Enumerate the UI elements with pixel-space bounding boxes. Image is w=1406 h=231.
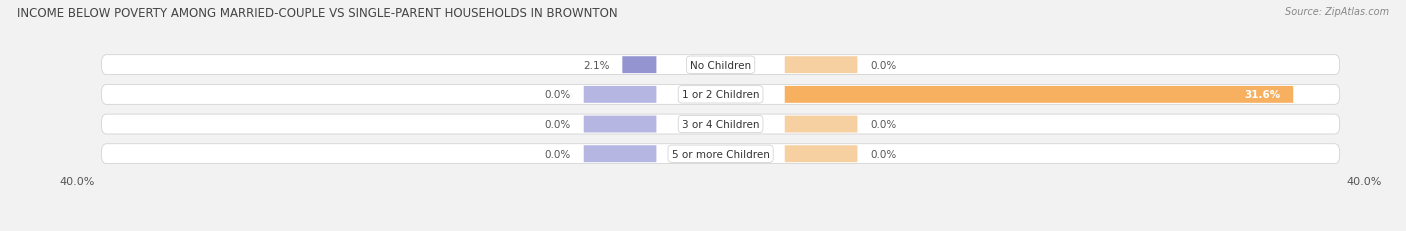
Text: 5 or more Children: 5 or more Children: [672, 149, 769, 159]
FancyBboxPatch shape: [785, 146, 858, 162]
FancyBboxPatch shape: [101, 115, 1340, 134]
FancyBboxPatch shape: [583, 87, 657, 103]
Text: 0.0%: 0.0%: [870, 119, 897, 130]
Text: 1 or 2 Children: 1 or 2 Children: [682, 90, 759, 100]
Text: 0.0%: 0.0%: [870, 61, 897, 70]
FancyBboxPatch shape: [583, 146, 657, 162]
FancyBboxPatch shape: [623, 57, 657, 74]
FancyBboxPatch shape: [101, 85, 1340, 105]
FancyBboxPatch shape: [785, 57, 858, 74]
Legend: Married Couples, Single Parents: Married Couples, Single Parents: [609, 228, 832, 231]
Text: INCOME BELOW POVERTY AMONG MARRIED-COUPLE VS SINGLE-PARENT HOUSEHOLDS IN BROWNTO: INCOME BELOW POVERTY AMONG MARRIED-COUPL…: [17, 7, 617, 20]
Text: No Children: No Children: [690, 61, 751, 70]
Text: 0.0%: 0.0%: [544, 90, 571, 100]
FancyBboxPatch shape: [785, 87, 1294, 103]
Text: 31.6%: 31.6%: [1244, 90, 1281, 100]
FancyBboxPatch shape: [101, 144, 1340, 164]
Text: 0.0%: 0.0%: [544, 119, 571, 130]
Text: 2.1%: 2.1%: [583, 61, 610, 70]
Text: 0.0%: 0.0%: [544, 149, 571, 159]
FancyBboxPatch shape: [583, 116, 657, 133]
FancyBboxPatch shape: [785, 116, 858, 133]
Text: 0.0%: 0.0%: [870, 149, 897, 159]
FancyBboxPatch shape: [101, 55, 1340, 75]
Text: Source: ZipAtlas.com: Source: ZipAtlas.com: [1285, 7, 1389, 17]
Text: 3 or 4 Children: 3 or 4 Children: [682, 119, 759, 130]
